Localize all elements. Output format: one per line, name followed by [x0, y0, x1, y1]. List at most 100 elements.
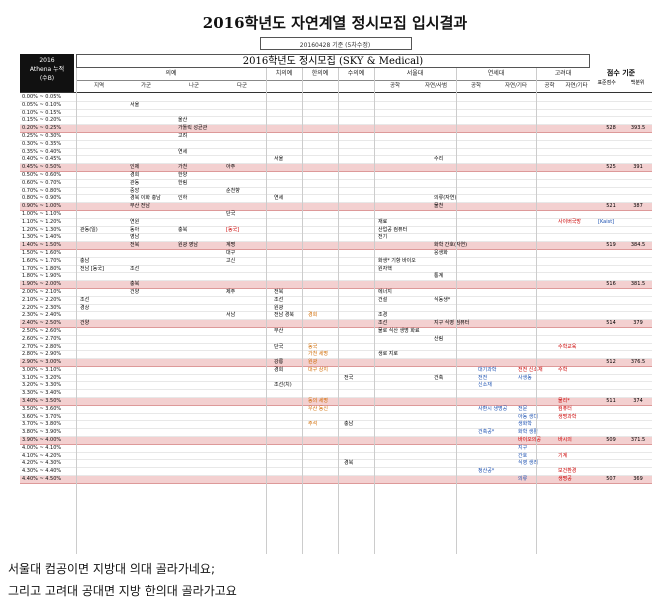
school-cell: 건축공* [478, 429, 495, 436]
group-header: 치의예 [266, 68, 302, 81]
school-cell: 순천향 [226, 187, 240, 194]
school-cell: 관동(일) [80, 226, 98, 233]
school-cell: 경북 [344, 460, 354, 467]
school-cell: 지구 [518, 444, 528, 451]
percentile-range: 0.70% ~ 0.80% [22, 187, 62, 194]
table-row: 2.80% ~ 2.90% 가천 세명 생로 지로 [20, 351, 652, 360]
table-row: 0.80% ~ 0.90% 경북 이화 충남 인하 연세 의류(자연) [20, 195, 652, 204]
school-cell: 제주 [226, 288, 236, 295]
sub-header: 지역 [93, 83, 105, 89]
school-cell: 조선 [80, 296, 90, 303]
percentile-score: 393.5 [630, 125, 646, 132]
percentile-range: 2.60% ~ 2.70% [22, 335, 62, 342]
percentile-range: 3.30% ~ 3.40% [22, 390, 62, 397]
percentile-range: 1.40% ~ 1.50% [22, 242, 62, 249]
table-row: 0.40% ~ 0.45% 서울 수리 [20, 156, 652, 165]
school-cell: 가천 세명 [308, 351, 328, 358]
standard-score: 509 [606, 437, 616, 444]
sub-header: 공학 [389, 83, 401, 89]
school-cell: 신소재 [478, 382, 492, 389]
school-cell: 전북 [130, 242, 140, 249]
table-row: 1.10% ~ 1.20% 연원 재료 사이버국방 [Kaist] [20, 219, 652, 227]
school-cell: 물천 [434, 203, 444, 210]
school-cell: 부산 전남 [130, 203, 150, 210]
table-row: 2.00% ~ 2.10% 건양 제주 전북 에너지 [20, 289, 652, 297]
percentile-range: 4.00% ~ 4.10% [22, 444, 62, 451]
school-cell: 울산 [178, 117, 188, 124]
school-cell: 계명 [226, 242, 236, 249]
percentile-range: 1.10% ~ 1.20% [22, 218, 62, 225]
header-divider [20, 92, 652, 93]
sub-header: 가군 [140, 83, 152, 89]
school-cell: 한림 [178, 179, 188, 186]
standard-score: 511 [606, 398, 616, 405]
school-cell: 원광 [274, 304, 284, 311]
school-cell: 조선(치) [274, 382, 292, 389]
table-row: 0.45% ~ 0.50% 인제 가천 아주 525 391 [20, 164, 652, 172]
percentile-range: 0.90% ~ 1.00% [22, 203, 62, 210]
percentile-score: 387 [633, 203, 643, 210]
table-row: 2.70% ~ 2.80% 단국 동국 수학교육 [20, 344, 652, 352]
table-row: 3.60% ~ 3.70% 아동 생디 생명과학 [20, 414, 652, 422]
school-cell: 물로 식산 생명 화료 [378, 327, 420, 334]
percentile-range: 3.10% ~ 3.20% [22, 374, 62, 381]
school-cell: 화학 생활 [518, 429, 538, 436]
percentile-range: 3.80% ~ 3.90% [22, 429, 62, 436]
group-header: 수의예 [338, 68, 374, 81]
sub-header: 자연/사범 [424, 83, 448, 89]
table-row: 1.40% ~ 1.50% 전북 원광 영남 계명 화학 간호(자연) 519 384.5 [20, 242, 652, 250]
table-row: 1.50% ~ 1.60% 대구 응생화 [20, 250, 652, 258]
table-row: 0.10% ~ 0.15% [20, 110, 652, 118]
school-cell: 조선 [378, 320, 388, 327]
percentile-range: 2.00% ~ 2.10% [22, 288, 62, 295]
left-header-subject: (수B) [39, 75, 55, 82]
percentile-range: 1.80% ~ 1.90% [22, 273, 62, 280]
table-row: 2.50% ~ 2.60% 부산 물로 식산 생명 화료 [20, 328, 652, 336]
school-cell: 단국 [274, 343, 284, 350]
table-row: 0.50% ~ 0.60% 경희 한양 [20, 172, 652, 180]
percentile-score: 391 [633, 164, 643, 171]
table-row: 0.15% ~ 0.20% 울산 [20, 117, 652, 126]
percentile-range: 2.80% ~ 2.90% [22, 351, 62, 358]
date-box [260, 37, 412, 50]
standard-score: 528 [606, 125, 616, 132]
percentile-range: 3.70% ~ 3.80% [22, 421, 62, 428]
school-cell: 경희 [274, 366, 284, 373]
percentile-range: 1.20% ~ 1.30% [22, 226, 62, 233]
percentile-range: 1.70% ~ 1.80% [22, 265, 62, 272]
table-row: 3.30% ~ 3.40% [20, 390, 652, 399]
group-header: 한의예 [302, 68, 338, 81]
percentile-range: 0.05% ~ 0.10% [22, 101, 62, 108]
school-cell: 강릉 [274, 359, 284, 366]
school-cell: 경북 이화 충남 [130, 195, 161, 202]
school-cell: 바시의 [558, 437, 572, 444]
school-cell: 단국 [226, 210, 236, 217]
percentile-range: 0.40% ~ 0.45% [22, 156, 62, 163]
percentile-range: 1.60% ~ 1.70% [22, 257, 62, 264]
table-row: 4.10% ~ 4.20% 간호 기계 [20, 453, 652, 461]
table-title: 2016학년도 자연계열 정시모집 입시결과 [202, 14, 468, 32]
school-cell: 사이버국방 [558, 218, 582, 225]
school-cell: 동국 [308, 343, 318, 350]
table-row: 2.30% ~ 2.40% 서남 전남 경북 경희 조경 [20, 312, 652, 321]
school-cell: 에너지 [378, 288, 392, 295]
sub-header: 공학 [544, 83, 555, 89]
percentile-score: 381.5 [630, 281, 646, 288]
school-cell: 고려 [178, 132, 188, 139]
school-cell: 경상 [80, 304, 90, 311]
right-header-label: 점수 기준 [606, 69, 636, 77]
school-cell: 지구 식영 컴퓨터 [434, 320, 470, 327]
school-cell: 응생화 [434, 249, 448, 256]
percentile-score: 371.5 [630, 437, 646, 444]
table-row: 3.90% ~ 4.00% 바이오의공 바시의 509 371.5 [20, 437, 652, 445]
school-cell: 전남 경북 [274, 312, 294, 319]
school-cell: 전전 신소재 [518, 366, 543, 373]
standard-score: 525 [606, 164, 616, 171]
right-header-subs: 표준점수 백분위 [590, 79, 652, 86]
school-cell: 바이오의공 [518, 437, 542, 444]
school-cell: 경희 [308, 312, 318, 319]
school-cell: 중앙 [130, 187, 140, 194]
table-row: 0.00% ~ 0.05% [20, 94, 652, 102]
school-cell: 생명공 [558, 476, 572, 483]
percentile-range: 0.25% ~ 0.30% [22, 132, 62, 139]
